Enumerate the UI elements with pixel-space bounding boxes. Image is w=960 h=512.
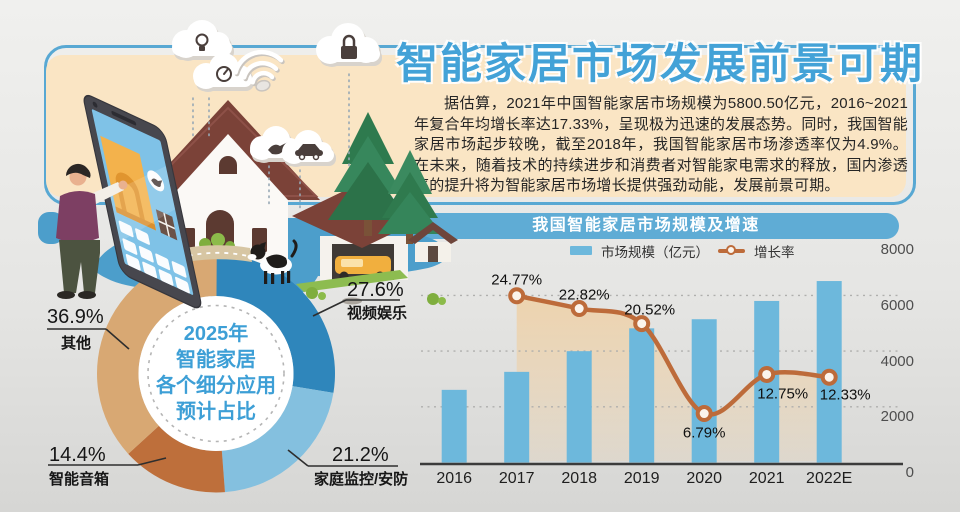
house-window: [252, 228, 267, 252]
line-series-label: 增长率: [754, 244, 795, 260]
y-axis-label: 8000: [880, 241, 914, 259]
path-road-illustration: [148, 245, 252, 272]
line-marker-dot: [726, 245, 736, 255]
house-window: [180, 228, 195, 252]
ground-illustration: [38, 212, 448, 305]
donut-center-line: 智能家居: [176, 349, 256, 371]
bushes-illustration: [199, 233, 446, 305]
bar-series-swatch: [570, 246, 592, 255]
growth-rate-label: 22.82%: [558, 286, 610, 304]
stone-illustration: [342, 297, 362, 305]
y-axis-label: 0: [905, 464, 914, 481]
x-axis-label: 2018: [561, 470, 597, 487]
phone-app-window: [155, 209, 178, 241]
intro-paragraph: 据估算，2021年中国智能家居市场规模为5800.50亿元，2016~2021年…: [414, 95, 908, 194]
growth-area-fill: [516, 295, 830, 461]
ground-accent: [38, 212, 64, 244]
light-bulb-icon: [195, 33, 209, 47]
callout-line: [105, 328, 130, 350]
combo-chart-legend: 市场规模（亿元） 增长率: [570, 242, 795, 260]
phone-app-buttons: [118, 220, 190, 294]
growth-point: [633, 315, 651, 333]
donut-center-label: 2025年 智能家居 各个细分应用 预计占比: [136, 321, 296, 425]
growth-line: [514, 293, 832, 417]
callout-line: [312, 299, 347, 317]
x-axis-label: 2020: [686, 470, 722, 487]
dog-illustration: [247, 239, 298, 284]
car-illustration: [335, 256, 391, 274]
pie-category-label: 视频娱乐: [347, 305, 408, 322]
pie-percent-label: 21.2%: [332, 444, 389, 466]
donut-center-line: 各个细分应用: [156, 375, 276, 397]
callout-line: [137, 457, 167, 466]
person-pants: [59, 240, 100, 293]
growth-rate-label: 20.52%: [624, 301, 676, 319]
x-axis-label: 2022E: [806, 470, 853, 487]
growth-rate-label: 24.77%: [491, 271, 543, 289]
growth-point: [570, 300, 588, 318]
pie-percent-label: 36.9%: [47, 306, 104, 328]
bar-2020: [691, 319, 717, 463]
y-axis-label: 6000: [880, 296, 914, 314]
growth-point: [508, 287, 526, 305]
growth-rate-label: 12.75%: [757, 385, 809, 403]
donut-center-line: 预计占比: [176, 401, 256, 423]
x-axis-label: 2016: [436, 470, 472, 487]
pie-percent-label: 27.6%: [347, 279, 404, 301]
pie-category-label: 其他: [61, 335, 92, 352]
growth-rate-label: 12.33%: [819, 386, 871, 404]
donut-center-line: 2025年: [183, 323, 249, 345]
pie-category-label: 家庭监控/安防: [314, 471, 409, 488]
pie-percent-label: 14.4%: [49, 444, 106, 466]
y-axis-label: 4000: [880, 352, 914, 370]
bar-2017: [504, 371, 530, 463]
bar-2019: [629, 328, 655, 463]
pie-category-label: 智能音箱: [49, 471, 110, 488]
line-series-marker: [718, 245, 745, 256]
donut-segment-3: [128, 425, 225, 493]
hedge-illustration: [296, 270, 408, 292]
bar-series-label: 市场规模（亿元）: [601, 244, 709, 260]
growth-point: [758, 365, 776, 383]
y-axis-label: 2000: [880, 408, 914, 426]
front-door: [206, 210, 234, 272]
blue-outline-frame: [44, 45, 916, 205]
x-axis-label: 2021: [748, 470, 785, 487]
x-axis-label: 2017: [498, 470, 535, 487]
growth-point: [820, 368, 838, 386]
combo-chart-title: 我国智能家居市场规模及增速: [393, 213, 899, 239]
bar-2021: [754, 300, 780, 463]
person-shoe: [57, 291, 75, 299]
growth-point: [695, 405, 713, 423]
bar-2022E: [816, 281, 842, 463]
bar-2018: [566, 351, 592, 463]
growth-rate-label: 6.79%: [682, 424, 726, 442]
callout-line: [287, 449, 309, 467]
x-axis-label: 2019: [623, 470, 660, 487]
person-shoe: [78, 291, 96, 299]
bar-2016: [441, 389, 467, 463]
page-title: 智能家居市场发展前景可期: [396, 40, 925, 87]
